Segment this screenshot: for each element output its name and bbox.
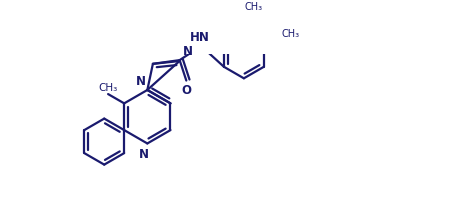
Text: N: N: [139, 148, 149, 161]
Text: N: N: [136, 75, 146, 88]
Text: CH₃: CH₃: [281, 29, 300, 39]
Text: CH₃: CH₃: [245, 2, 263, 12]
Text: HN: HN: [189, 31, 209, 44]
Text: CH₃: CH₃: [99, 83, 118, 93]
Text: O: O: [182, 84, 192, 96]
Text: N: N: [183, 45, 193, 58]
